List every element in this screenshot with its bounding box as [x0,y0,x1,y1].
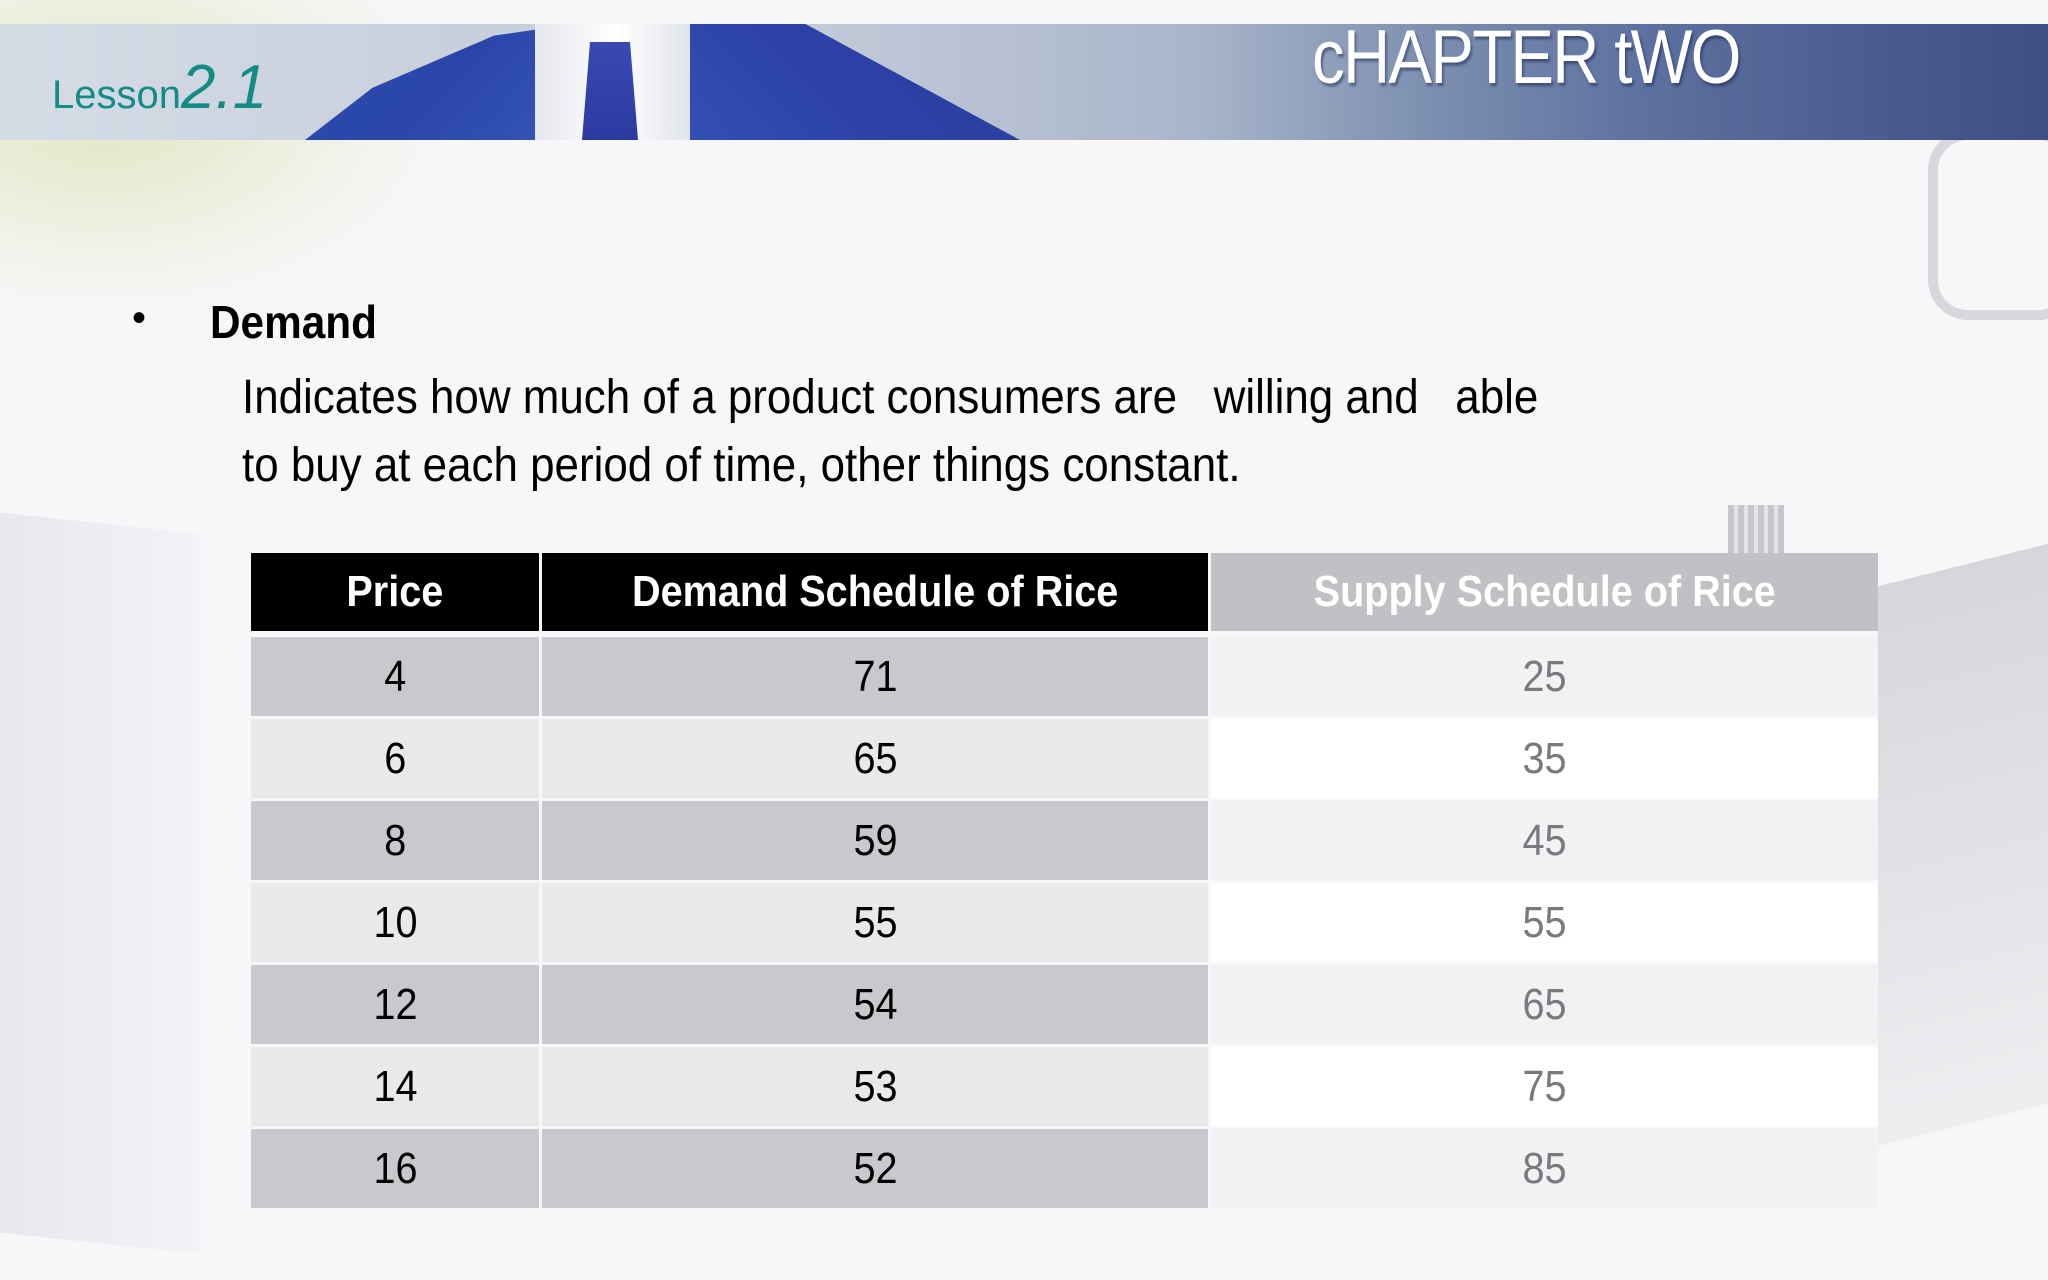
column-header-supply: Supply Schedule of Rice [1211,553,1878,631]
section-heading: Demand [210,296,377,348]
lesson-label: Lesson2.1 [52,52,267,123]
demand-cell: 52 [542,1129,1208,1208]
bullet-icon: • [132,296,147,340]
supply-cell: 75 [1211,1047,1878,1126]
demand-cell: 54 [542,965,1208,1044]
tie-image [582,42,638,140]
demand-cell: 53 [542,1047,1208,1126]
demand-cell: 55 [542,883,1208,962]
lesson-word: Lesson [52,73,181,117]
definition-line-2: to buy at each period of time, other thi… [242,439,1241,492]
demand-cell: 59 [542,801,1208,880]
price-cell: 10 [251,883,539,962]
background-paper-image [0,506,200,1254]
column-header-demand: Demand Schedule of Rice [542,553,1208,631]
price-cell: 8 [251,801,539,880]
demand-cell: 65 [542,719,1208,798]
background-glasses-image [1928,130,2048,320]
demand-cell: 71 [542,637,1208,716]
definition-line-1: Indicates how much of a product consumer… [242,371,1539,424]
supply-cell: 85 [1211,1129,1878,1208]
price-cell: 12 [251,965,539,1044]
supply-cell: 25 [1211,637,1878,716]
price-cell: 4 [251,637,539,716]
price-cell: 14 [251,1047,539,1126]
schedule-table: Price Demand Schedule of Rice Supply Sch… [251,553,1878,1211]
price-cell: 6 [251,719,539,798]
supply-cell: 55 [1211,883,1878,962]
supply-cell: 45 [1211,801,1878,880]
supply-cell: 35 [1211,719,1878,798]
lesson-number: 2.1 [180,53,268,122]
suit-image-right [690,24,1020,140]
column-header-price: Price [251,553,539,631]
background-pen-image [1728,505,1784,553]
background-notebook-image [1878,533,2048,1147]
price-cell: 16 [251,1129,539,1208]
header-banner [0,24,2048,140]
supply-cell: 65 [1211,965,1878,1044]
chapter-title: cHAPTER tWO [1312,15,1741,100]
